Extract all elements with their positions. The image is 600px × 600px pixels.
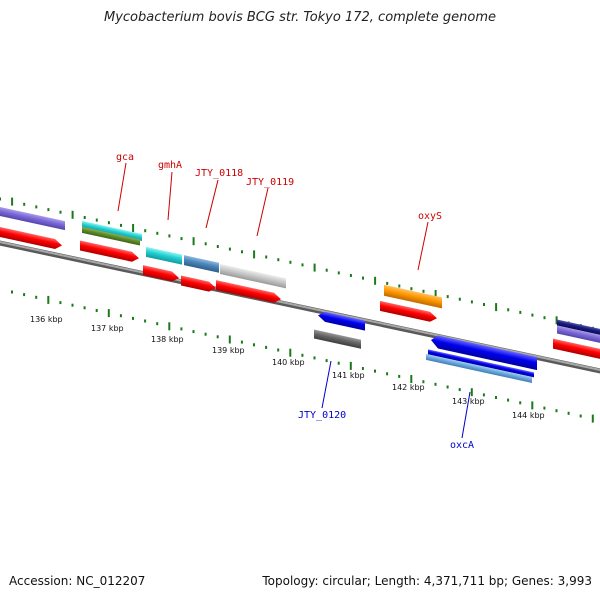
gene-JTY_0118-block[interactable]: [184, 255, 219, 273]
reverse-genes: [314, 310, 537, 383]
gene-oxcA-block[interactable]: [428, 349, 534, 378]
tick-label-141: 141 kbp: [332, 371, 365, 380]
upper-tick-row: [0, 197, 594, 330]
cds-arrow-gmhA[interactable]: [143, 265, 179, 283]
gene-label-JTY_0120[interactable]: JTY_0120: [298, 410, 346, 421]
gene-block-right[interactable]: [557, 319, 600, 337]
tick-label-140: 140 kbp: [272, 358, 305, 367]
tick-label-139: 139 kbp: [212, 346, 245, 355]
gene-label-JTY_0118[interactable]: JTY_0118: [195, 168, 243, 179]
cds-arrow[interactable]: [0, 225, 62, 251]
cds-arrow-oxyS[interactable]: [380, 300, 437, 323]
gene-block[interactable]: [0, 205, 65, 231]
gene-label-JTY_0119[interactable]: JTY_0119: [246, 177, 294, 188]
gene-oxyS-block[interactable]: [384, 284, 442, 309]
gene-label-oxcA[interactable]: oxcA: [450, 440, 474, 451]
gene-labels: gca gmhA JTY_0118 JTY_0119 oxyS JTY_0120…: [116, 152, 474, 451]
cds-arrow-oxcA[interactable]: [431, 334, 537, 371]
tick-label-144: 144 kbp: [512, 411, 545, 420]
genome-title: Mycobacterium bovis BCG str. Tokyo 172, …: [104, 10, 496, 25]
tick-label-136: 136 kbp: [30, 315, 63, 324]
gene-gmhA-block[interactable]: [146, 246, 182, 265]
cds-arrow-JTY_0119[interactable]: [216, 280, 281, 304]
accession-text: Accession: NC_012207: [9, 574, 146, 588]
cds-arrow-right[interactable]: [553, 338, 600, 360]
gene-oxcA-rna[interactable]: [426, 353, 532, 383]
gene-label-gca[interactable]: gca: [116, 152, 134, 163]
tick-label-137: 137 kbp: [91, 324, 124, 333]
lower-tick-row: [11, 290, 594, 423]
genome-summary-text: Topology: circular; Length: 4,371,711 bp…: [262, 574, 592, 588]
tick-label-138: 138 kbp: [151, 335, 184, 344]
forward-genes: [0, 205, 600, 360]
gene-gca-block[interactable]: [82, 220, 142, 241]
tick-label-142: 142 kbp: [392, 383, 425, 392]
gene-block-right-2[interactable]: [557, 325, 600, 345]
gene-label-gmhA[interactable]: gmhA: [158, 160, 182, 171]
gene-label-oxyS[interactable]: oxyS: [418, 211, 442, 222]
gene-JTY_0120-block[interactable]: [314, 329, 361, 349]
gene-gca-rna[interactable]: [82, 226, 140, 246]
gene-JTY_0119-block[interactable]: [220, 263, 286, 289]
cds-arrow-gca[interactable]: [80, 240, 139, 263]
cds-arrow-JTY_0118[interactable]: [181, 275, 216, 293]
label-leaders: [117, 162, 471, 439]
cds-arrow-JTY_0120[interactable]: [318, 310, 365, 331]
